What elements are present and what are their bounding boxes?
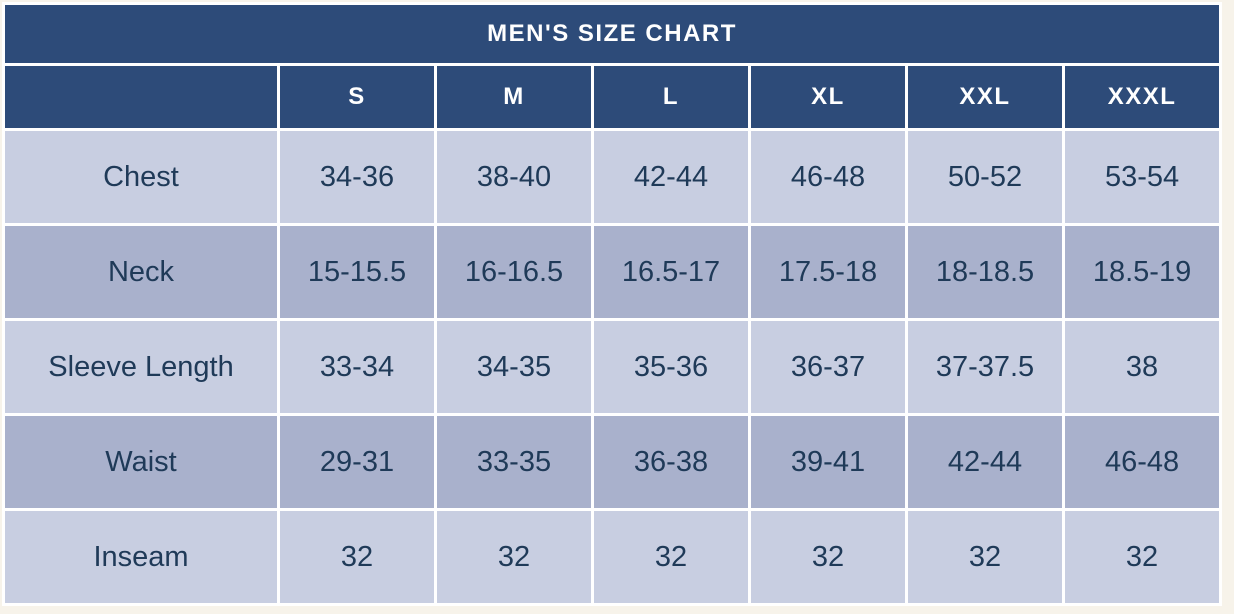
value-cell: 17.5-18 bbox=[751, 226, 905, 318]
value-cell: 18.5-19 bbox=[1065, 226, 1220, 318]
column-header-xxxl: XXXL bbox=[1065, 66, 1220, 128]
table-row: Inseam 32 32 32 32 32 32 bbox=[5, 511, 1220, 603]
column-header-l: L bbox=[594, 66, 748, 128]
column-header-row: S M L XL XXL XXXL bbox=[5, 66, 1220, 128]
size-chart-table: MEN'S SIZE CHART S M L XL XXL XXXL Chest 34-36… bbox=[2, 2, 1223, 606]
value-cell: 15-15.5 bbox=[280, 226, 434, 318]
value-cell: 16-16.5 bbox=[437, 226, 591, 318]
column-header-s: S bbox=[280, 66, 434, 128]
value-cell: 38-40 bbox=[437, 131, 591, 223]
table-row: Waist 29-31 33-35 36-38 39-41 42-44 46-48 bbox=[5, 416, 1220, 508]
value-cell: 46-48 bbox=[751, 131, 905, 223]
value-cell: 50-52 bbox=[908, 131, 1062, 223]
value-cell: 16.5-17 bbox=[594, 226, 748, 318]
value-cell: 33-34 bbox=[280, 321, 434, 413]
value-cell: 32 bbox=[437, 511, 591, 603]
value-cell: 42-44 bbox=[908, 416, 1062, 508]
column-header-m: M bbox=[437, 66, 591, 128]
title-row: MEN'S SIZE CHART bbox=[5, 5, 1220, 63]
value-cell: 36-37 bbox=[751, 321, 905, 413]
value-cell: 32 bbox=[751, 511, 905, 603]
table-row: Chest 34-36 38-40 42-44 46-48 50-52 53-54 bbox=[5, 131, 1220, 223]
value-cell: 53-54 bbox=[1065, 131, 1220, 223]
value-cell: 29-31 bbox=[280, 416, 434, 508]
table-row: Neck 15-15.5 16-16.5 16.5-17 17.5-18 18-18.5 1… bbox=[5, 226, 1220, 318]
value-cell: 34-36 bbox=[280, 131, 434, 223]
table-title: MEN'S SIZE CHART bbox=[5, 5, 1220, 63]
value-cell: 42-44 bbox=[594, 131, 748, 223]
value-cell: 33-35 bbox=[437, 416, 591, 508]
column-header-xl: XL bbox=[751, 66, 905, 128]
value-cell: 38 bbox=[1065, 321, 1220, 413]
value-cell: 35-36 bbox=[594, 321, 748, 413]
value-cell: 32 bbox=[1065, 511, 1220, 603]
value-cell: 46-48 bbox=[1065, 416, 1220, 508]
value-cell: 34-35 bbox=[437, 321, 591, 413]
row-label: Inseam bbox=[5, 511, 277, 603]
value-cell: 37-37.5 bbox=[908, 321, 1062, 413]
table-row: Sleeve Length 33-34 34-35 35-36 36-37 37-37.5… bbox=[5, 321, 1220, 413]
value-cell: 18-18.5 bbox=[908, 226, 1062, 318]
row-label: Neck bbox=[5, 226, 277, 318]
corner-cell bbox=[5, 66, 277, 128]
row-label: Waist bbox=[5, 416, 277, 508]
value-cell: 36-38 bbox=[594, 416, 748, 508]
value-cell: 32 bbox=[908, 511, 1062, 603]
value-cell: 39-41 bbox=[751, 416, 905, 508]
row-label: Sleeve Length bbox=[5, 321, 277, 413]
column-header-xxl: XXL bbox=[908, 66, 1062, 128]
value-cell: 32 bbox=[280, 511, 434, 603]
row-label: Chest bbox=[5, 131, 277, 223]
value-cell: 32 bbox=[594, 511, 748, 603]
